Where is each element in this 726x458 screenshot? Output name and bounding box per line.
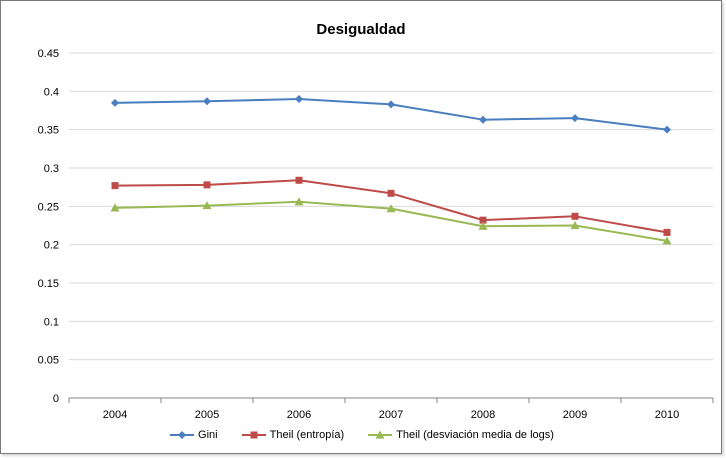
- x-tick-label: 2010: [655, 409, 679, 421]
- data-point-theil-desviacion-media-logs: [570, 221, 580, 230]
- data-point-theil-desviacion-media-logs: [478, 221, 488, 230]
- legend-label: Theil (desviación media de logs): [396, 429, 554, 441]
- y-tick-label: 0.35: [38, 125, 59, 137]
- data-point-gini: [111, 98, 119, 107]
- x-tick-label: 2006: [287, 409, 311, 421]
- legend-item-theil-entropia: Theil (entropía): [240, 429, 345, 441]
- data-point-gini: [479, 115, 487, 124]
- data-point-gini: [203, 97, 211, 106]
- y-tick-label: 0.45: [38, 48, 59, 60]
- data-point-theil-desviacion-media-logs: [294, 197, 304, 206]
- legend-symbol: [250, 431, 258, 439]
- data-point-gini: [571, 114, 579, 123]
- data-point-theil-desviacion-media-logs: [110, 203, 120, 212]
- x-tick-label: 2008: [471, 409, 495, 421]
- data-point-gini: [663, 125, 671, 134]
- y-tick-label: 0.4: [44, 86, 59, 98]
- data-point-theil-entropia: [571, 212, 579, 220]
- data-point-theil-entropia: [111, 182, 119, 190]
- data-point-theil-desviacion-media-logs: [202, 201, 212, 210]
- data-point-theil-desviacion-media-logs: [386, 204, 396, 213]
- line-chart: 0 0.05 0.1 0.15 0.2 0.25 0.3 0.35 0.4 0.45 2004 200…: [38, 48, 714, 421]
- data-point-theil-entropia: [203, 181, 211, 189]
- legend-label: Gini: [198, 429, 218, 441]
- chart-legend: Gini Theil (entropía) Theil (desviación me…: [1, 429, 721, 441]
- data-point-theil-entropia: [295, 176, 303, 184]
- data-point-theil-desviacion-media-logs: [662, 236, 672, 245]
- legend-item-theil-desviacion-media-logs: Theil (desviación media de logs): [366, 429, 554, 441]
- x-tick-label: 2009: [563, 409, 587, 421]
- data-point-gini: [295, 95, 303, 103]
- y-tick-label: 0: [53, 393, 59, 405]
- y-tick-label: 0.15: [38, 278, 59, 290]
- x-tick-label: 2007: [379, 409, 403, 421]
- data-point-theil-entropia: [479, 216, 487, 224]
- y-tick-label: 0.3: [44, 163, 59, 175]
- x-tick-label: 2004: [103, 409, 127, 421]
- legend-item-gini: Gini: [168, 429, 218, 441]
- legend-label: Theil (entropía): [269, 429, 345, 441]
- data-point-gini: [387, 100, 395, 109]
- x-tick-label: 2005: [195, 409, 219, 421]
- data-point-theil-entropia: [663, 228, 671, 236]
- y-tick-label: 0.05: [38, 355, 59, 367]
- y-tick-label: 0.1: [44, 316, 59, 328]
- chart-title: Desigualdad: [316, 21, 406, 38]
- y-tick-label: 0.2: [44, 240, 59, 252]
- data-point-theil-entropia: [387, 189, 395, 197]
- y-tick-label: 0.25: [38, 201, 59, 213]
- legend-marker-gini: [170, 431, 195, 439]
- legend-marker-theil-entropia: [241, 431, 266, 439]
- legend-symbol: [178, 431, 187, 439]
- legend-marker-theil-desviacion-media-logs: [368, 430, 393, 439]
- legend-symbol: [375, 430, 385, 439]
